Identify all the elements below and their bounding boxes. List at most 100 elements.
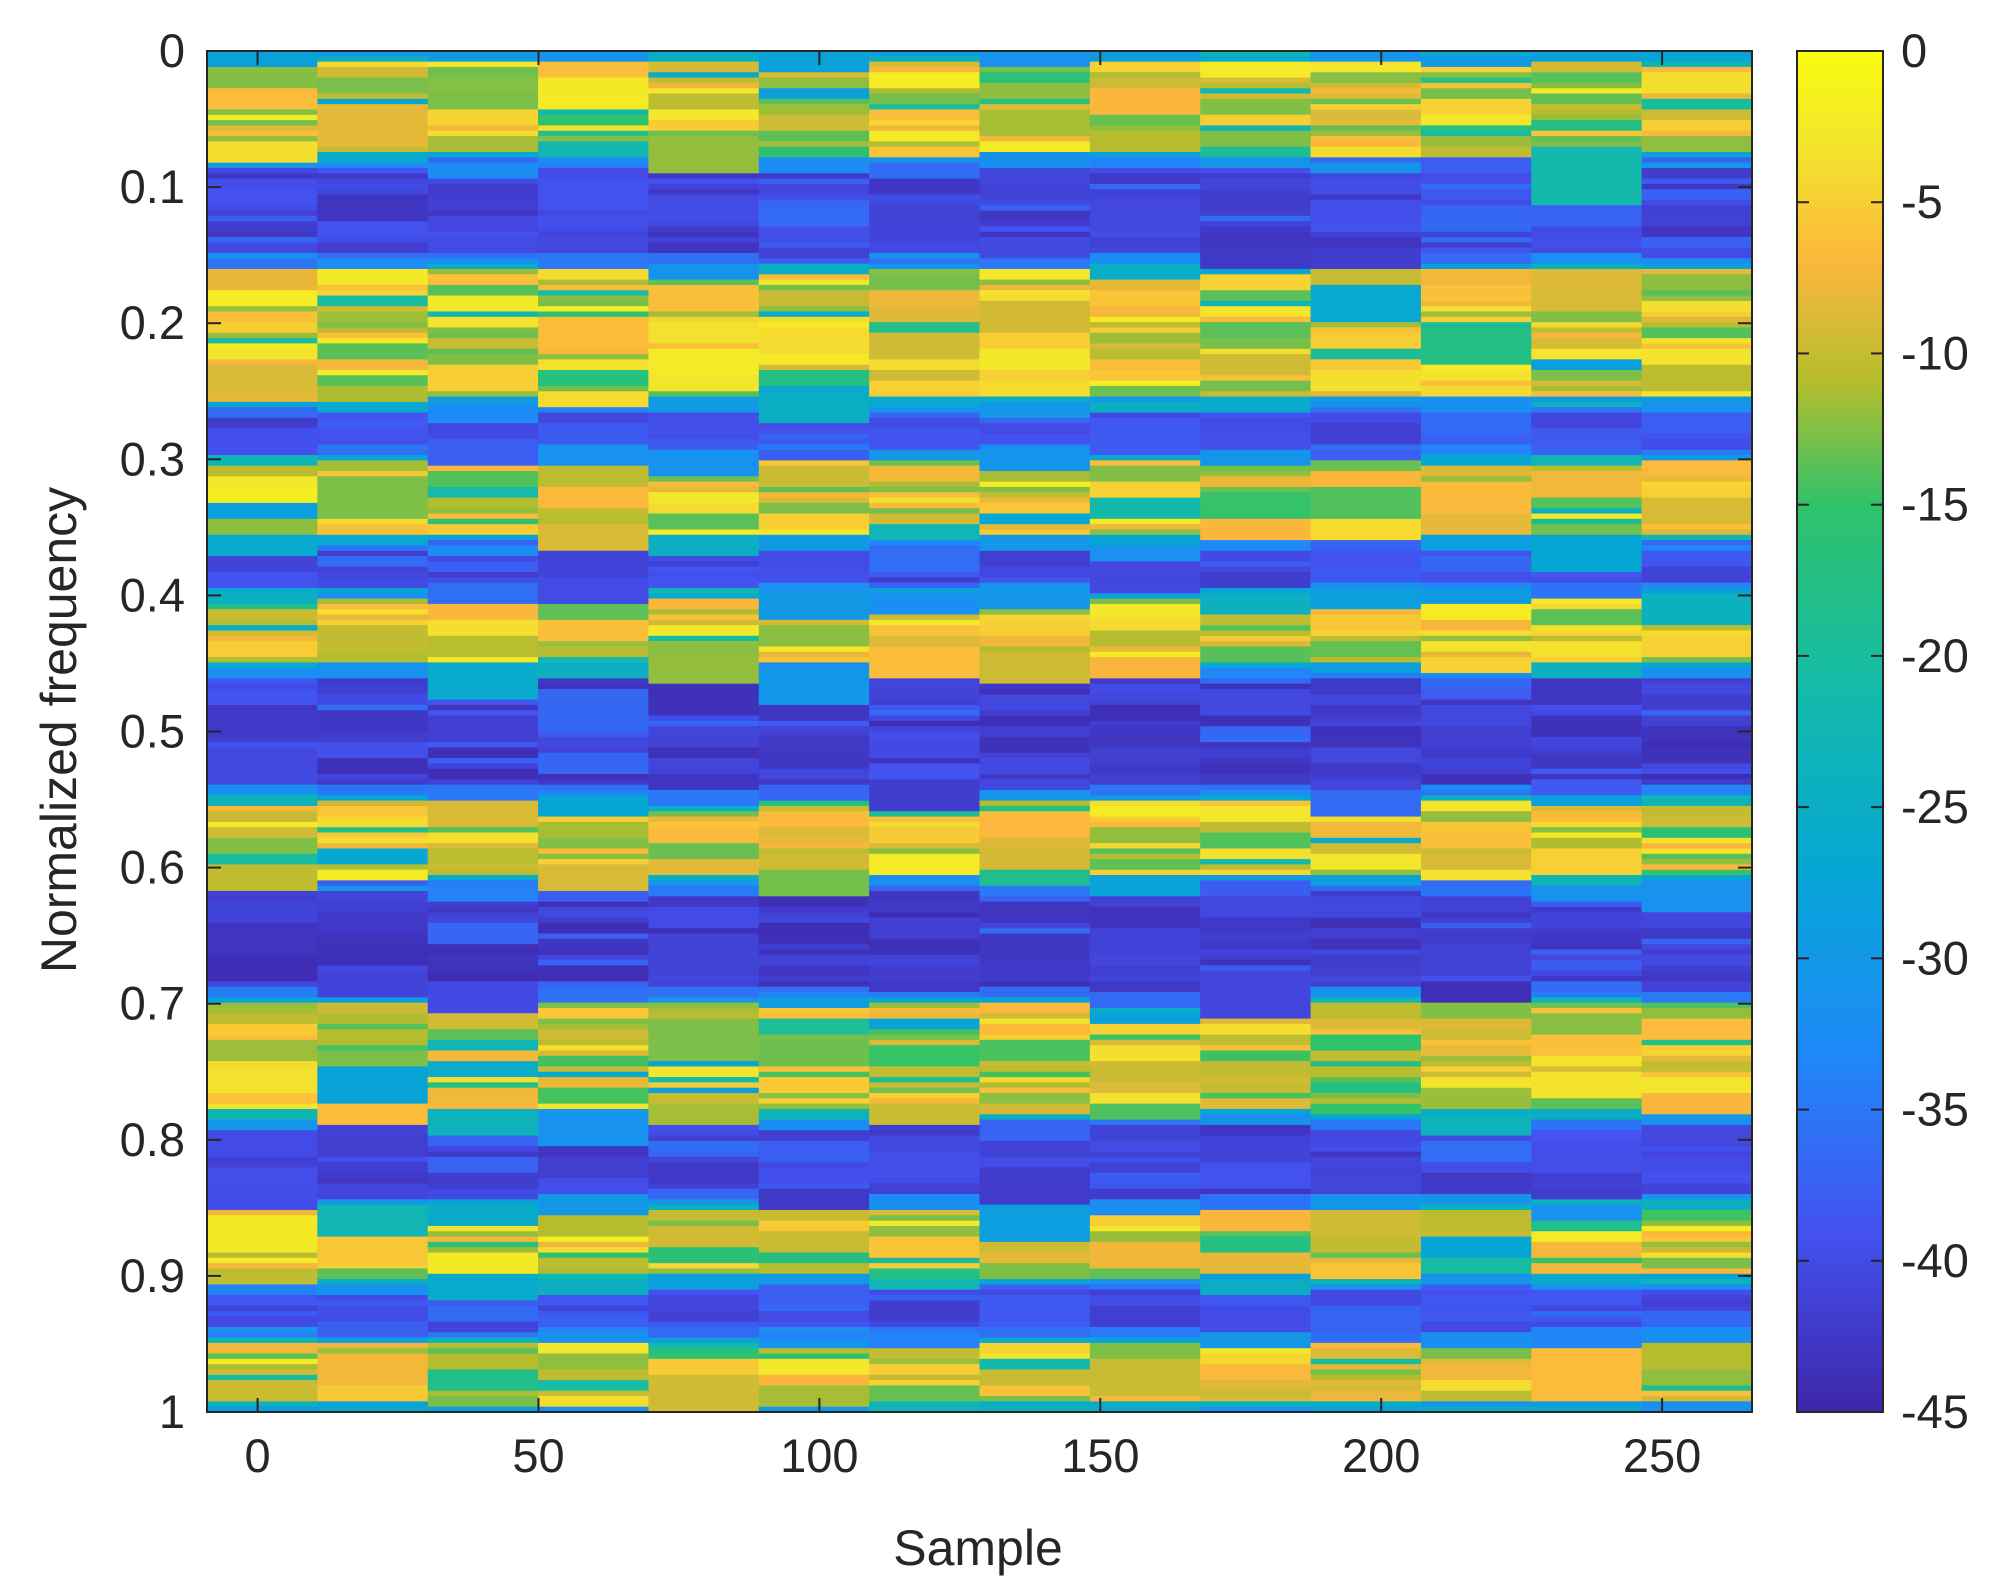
heatmap-cell [1200, 221, 1312, 228]
heatmap-cell [317, 630, 429, 637]
heatmap-cell [1420, 210, 1532, 217]
heatmap-cell [1531, 1114, 1643, 1121]
heatmap-cell [869, 1263, 981, 1270]
heatmap-cell [1200, 183, 1312, 190]
heatmap-cell [869, 1013, 981, 1020]
heatmap-cell [1200, 401, 1312, 408]
heatmap-cell [1420, 1289, 1532, 1296]
heatmap-cell [1089, 731, 1201, 738]
heatmap-cell [207, 821, 318, 828]
heatmap-cell [648, 1231, 760, 1238]
heatmap-cell [1200, 556, 1312, 562]
heatmap-cell [648, 864, 760, 871]
heatmap-cell [538, 880, 650, 887]
heatmap-cell [1310, 1247, 1422, 1254]
heatmap-cell [207, 1034, 318, 1041]
heatmap-cell [648, 492, 760, 499]
heatmap-cell [758, 1135, 870, 1142]
heatmap-cell [1089, 1257, 1201, 1264]
heatmap-cell [979, 1018, 1091, 1025]
heatmap-cell [758, 1225, 870, 1232]
heatmap-cell [758, 1247, 870, 1254]
heatmap-cell [1641, 125, 1752, 132]
heatmap-cell [1310, 88, 1422, 95]
heatmap-cell [648, 992, 760, 998]
heatmap-cell [1310, 423, 1422, 430]
heatmap-cell [427, 1050, 539, 1057]
heatmap-cell [427, 1156, 539, 1163]
heatmap-cell [1200, 890, 1312, 897]
heatmap-cell [869, 1029, 981, 1036]
heatmap-cell [1310, 263, 1422, 270]
heatmap-cell [538, 492, 650, 499]
heatmap-cell [1089, 1204, 1201, 1211]
heatmap-cell [648, 412, 760, 419]
heatmap-cell [648, 954, 760, 961]
heatmap-cell [317, 423, 429, 430]
heatmap-cell [1420, 1007, 1532, 1014]
heatmap-cell [758, 662, 870, 669]
heatmap-cell [1089, 167, 1201, 174]
heatmap-cell [1641, 1167, 1752, 1174]
heatmap-cell [538, 747, 650, 754]
heatmap-cell [648, 848, 760, 855]
heatmap-cell [1089, 763, 1201, 770]
heatmap-cell [1200, 1374, 1312, 1381]
heatmap-cell [1310, 167, 1422, 174]
heatmap-cell [1089, 1305, 1201, 1312]
heatmap-cell [317, 928, 429, 935]
heatmap-cell [427, 157, 539, 164]
heatmap-cell [1200, 965, 1312, 972]
heatmap-cell [538, 359, 650, 366]
heatmap-cell [1420, 556, 1532, 562]
heatmap-cell [538, 593, 650, 600]
heatmap-cell [869, 471, 981, 477]
heatmap-cell [758, 550, 870, 557]
heatmap-cell [1200, 1252, 1312, 1259]
heatmap-cell [648, 439, 760, 446]
heatmap-cell [317, 742, 429, 749]
heatmap-cell [1420, 1321, 1532, 1328]
heatmap-cell [869, 98, 981, 105]
heatmap-cell [869, 173, 981, 180]
heatmap-cell [1531, 274, 1643, 281]
heatmap-cell [317, 758, 429, 764]
heatmap-cell [979, 1098, 1091, 1105]
heatmap-cell [1420, 997, 1532, 1004]
heatmap-cell [979, 1029, 1091, 1036]
heatmap-cell [317, 1295, 429, 1301]
heatmap-cell [1641, 1194, 1752, 1200]
heatmap-cell [1531, 960, 1643, 967]
heatmap-cell [1531, 1023, 1643, 1030]
heatmap-cell [869, 56, 981, 63]
heatmap-cell [869, 157, 981, 164]
heatmap-cell [427, 752, 539, 759]
heatmap-cell [979, 290, 1091, 297]
heatmap-cell [1200, 1061, 1312, 1068]
heatmap-cell [648, 1263, 760, 1270]
heatmap-cell [1420, 476, 1532, 483]
heatmap-cell [1200, 1273, 1312, 1280]
heatmap-cell [207, 1087, 318, 1094]
heatmap-cell [1310, 1023, 1422, 1030]
heatmap-cell [648, 1167, 760, 1174]
heatmap-cell [1200, 641, 1312, 648]
heatmap-cell [979, 896, 1091, 903]
heatmap-cell [538, 77, 650, 84]
heatmap-cell [538, 837, 650, 844]
heatmap-cell [758, 306, 870, 313]
heatmap-cell [1531, 938, 1643, 945]
heatmap-cell [1310, 1103, 1422, 1110]
heatmap-cell [1420, 1023, 1532, 1030]
heatmap-cell [207, 215, 318, 222]
heatmap-cell [869, 635, 981, 642]
heatmap-cell [1420, 1103, 1532, 1110]
heatmap-cell [1641, 465, 1752, 472]
heatmap-cell [1641, 1018, 1752, 1025]
heatmap-cell [427, 247, 539, 254]
heatmap-cell [1089, 258, 1201, 265]
heatmap-cell [648, 524, 760, 531]
heatmap-cell [1310, 1188, 1422, 1195]
heatmap-cell [1200, 561, 1312, 568]
heatmap-cell [1310, 795, 1422, 802]
